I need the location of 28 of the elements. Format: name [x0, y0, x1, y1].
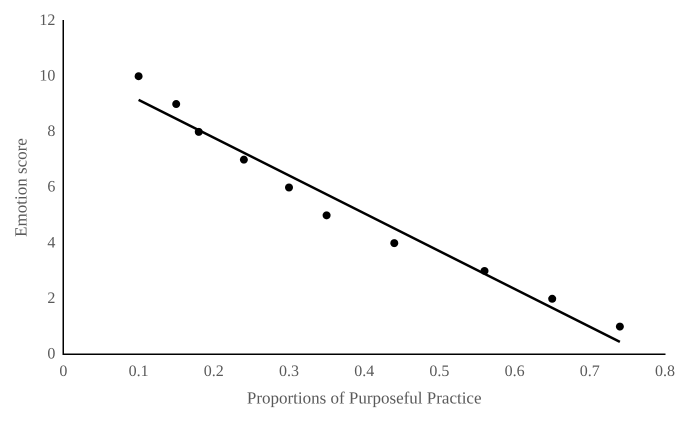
x-tick-label: 0: [59, 363, 68, 380]
y-tick-label: 2: [47, 290, 56, 307]
point: [194, 128, 203, 136]
x-tick-label: 0.1: [128, 363, 149, 380]
x-axis-title: Proportions of Purposeful Practice: [246, 388, 482, 408]
y-tick-label: 12: [39, 12, 56, 29]
y-tick-label: 6: [47, 178, 56, 196]
y-tick-label: 8: [47, 123, 56, 140]
y-tick-label: 4: [47, 234, 56, 252]
y-tick-label: 10: [39, 67, 56, 84]
y-tick-label: 0: [47, 346, 56, 363]
x-tick-label: 0.8: [655, 363, 675, 380]
x-tick-label: 0.7: [580, 363, 600, 380]
point: [390, 239, 398, 248]
point: [322, 211, 331, 220]
point: [134, 72, 143, 80]
x-tick-label: 0.4: [354, 363, 374, 380]
point: [548, 294, 556, 303]
y-axis-title: Emotion score: [12, 138, 31, 237]
x-tick-label: 0.5: [429, 363, 450, 380]
point: [285, 184, 293, 192]
point: [172, 100, 180, 108]
x-tick-label: 0.3: [279, 363, 299, 380]
x-tick-label: 0.2: [204, 363, 224, 380]
point: [616, 322, 624, 331]
point: [240, 156, 248, 164]
x-tick-label: 0.6: [504, 363, 525, 380]
point: [480, 266, 489, 275]
